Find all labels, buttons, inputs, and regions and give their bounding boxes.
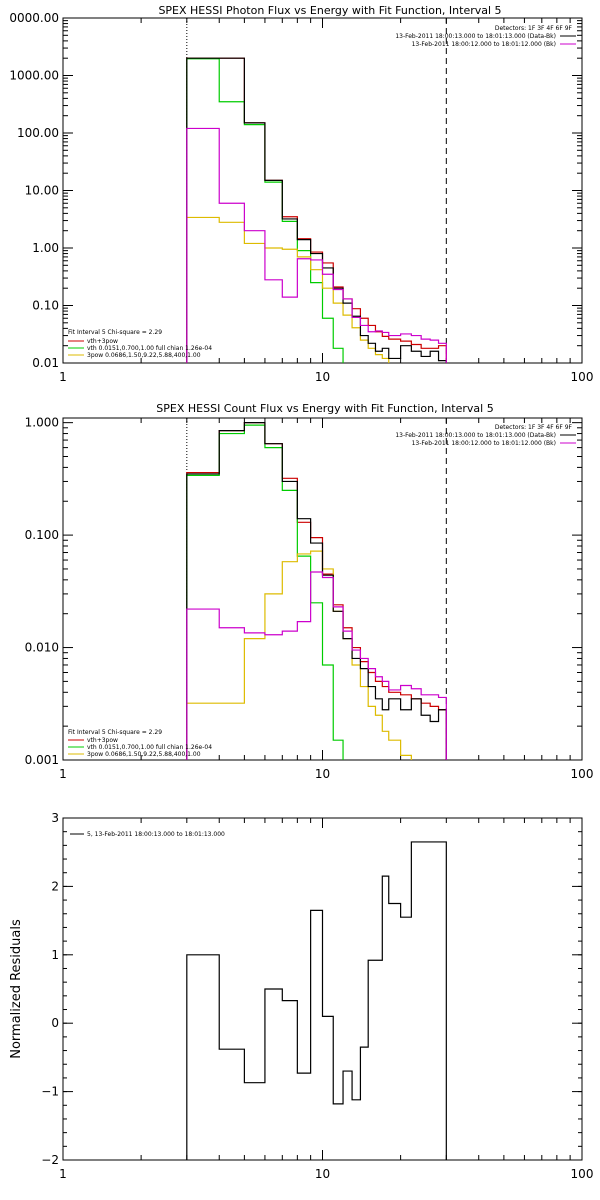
count-legend-3pow-label: 3pow 0.0686,1.50,9.22,5.88,400,1.00 bbox=[87, 751, 201, 758]
residuals-panel: 1 10 100 −2 −1 0 1 2 3 Normalized Residuals 5, … bbox=[9, 811, 593, 1181]
count-legend-bk-label: 13-Feb-2011 18:00:12.000 to 18:01:12.000… bbox=[412, 440, 556, 447]
photon-legend-top-right: Detectors: 1F 3F 4F 6F 9F 13-Feb-2011 18… bbox=[395, 25, 576, 48]
photon-legend-data-label: 13-Feb-2011 18:00:13.000 to 18:01:13.000… bbox=[395, 33, 556, 40]
count-legend-bottom-left: Fit Interval 5 Chi-square = 2.29 vth+3po… bbox=[68, 729, 212, 758]
count-x-tick-label: 100 bbox=[571, 767, 594, 781]
residuals-y-tick-label: 0 bbox=[51, 1016, 59, 1030]
residuals-y-tick-label: −1 bbox=[41, 1085, 59, 1099]
residuals-legend-label: 5, 13-Feb-2011 18:00:13.000 to 18:01:13.… bbox=[87, 831, 225, 838]
residuals-y-tick-label: 2 bbox=[51, 879, 59, 893]
photon-flux-panel: SPEX HESSI Photon Flux vs Energy with Fi… bbox=[9, 4, 593, 384]
count-legend-detectors: Detectors: 1F 3F 4F 6F 9F bbox=[495, 424, 573, 431]
count-series-3pow-0-0686-1-50-9-22-5-88-400-1-00 bbox=[186, 550, 412, 760]
residuals-y-axis: −2 −1 0 1 2 3 bbox=[41, 811, 582, 1167]
photon-y-tick-label: 100.00 bbox=[17, 126, 59, 140]
photon-legend-bottom-left: Fit Interval 5 Chi-square = 2.29 vth+3po… bbox=[68, 329, 212, 359]
photon-series-vth-0-0151-0-700-1-00-full-chian-1-26e-0 bbox=[186, 58, 344, 363]
photon-y-tick-label: 1000.00 bbox=[9, 69, 59, 83]
residuals-x-tick-label: 1 bbox=[59, 1167, 67, 1181]
count-series-13-feb-2011-18-00-13-000-to-18-01-13-000 bbox=[186, 422, 447, 760]
count-legend-data-label: 13-Feb-2011 18:00:13.000 to 18:01:13.000… bbox=[395, 432, 556, 439]
photon-y-tick-label: 0.01 bbox=[32, 356, 59, 370]
count-series-vth-0-0151-0-700-1-00-full-chian-1-26e-0 bbox=[186, 424, 344, 760]
count-flux-panel: SPEX HESSI Count Flux vs Energy with Fit… bbox=[25, 402, 594, 781]
count-y-tick-label: 0.100 bbox=[25, 528, 59, 542]
photon-series-group bbox=[186, 57, 447, 363]
photon-energy-range-markers bbox=[186, 18, 447, 363]
photon-y-tick-label: 10.00 bbox=[25, 184, 59, 198]
count-legend-fit-label: vth+3pow bbox=[87, 737, 118, 744]
photon-legend-detectors: Detectors: 1F 3F 4F 6F 9F bbox=[495, 25, 573, 32]
photon-chart-title: SPEX HESSI Photon Flux vs Energy with Fi… bbox=[158, 4, 501, 17]
count-y-axis: 0.001 0.010 0.100 1.000 bbox=[25, 416, 582, 767]
count-legend-fit-header: Fit Interval 5 Chi-square = 2.29 bbox=[68, 729, 162, 736]
residuals-series-5-13-feb-2011-18-00-13-000-to-18-01-13-0 bbox=[186, 841, 447, 1160]
photon-legend-3pow-label: 3pow 0.0686,1.50,9.22,5.88,400,1.00 bbox=[87, 352, 201, 359]
residuals-y-tick-label: −2 bbox=[41, 1153, 59, 1167]
residuals-y-tick-label: 3 bbox=[51, 811, 59, 825]
photon-x-tick-label: 10 bbox=[315, 370, 330, 384]
residuals-x-tick-label: 100 bbox=[571, 1167, 594, 1181]
photon-y-tick-label: 0000.00 bbox=[9, 11, 59, 25]
photon-legend-bk-label: 13-Feb-2011 18:00:12.000 to 18:01:12.000… bbox=[412, 41, 556, 48]
count-y-tick-label: 0.001 bbox=[25, 753, 59, 767]
count-plot-frame bbox=[62, 417, 583, 761]
photon-x-axis: 1 10 100 bbox=[59, 18, 593, 384]
count-chart-title: SPEX HESSI Count Flux vs Energy with Fit… bbox=[156, 402, 493, 415]
photon-y-axis: 0.01 0.10 1.00 10.00 100.00 1000.00 0000.00 bbox=[9, 11, 582, 370]
residuals-x-axis: 1 10 100 bbox=[59, 818, 593, 1181]
residuals-y-tick-label: 1 bbox=[51, 948, 59, 962]
residuals-series-group bbox=[186, 841, 447, 1160]
count-energy-range-markers bbox=[186, 418, 447, 760]
count-x-tick-label: 10 bbox=[315, 767, 330, 781]
photon-x-tick-label: 100 bbox=[571, 370, 594, 384]
count-series-vth-3pow bbox=[186, 422, 447, 760]
residuals-y-axis-label: Normalized Residuals bbox=[9, 919, 24, 1059]
count-legend-vth-label: vth 0.0151,0.700,1.00 full chian 1.26e-0… bbox=[87, 744, 212, 751]
count-x-tick-label: 1 bbox=[59, 767, 67, 781]
photon-y-tick-label: 1.00 bbox=[32, 241, 59, 255]
photon-series-13-feb-2011-18-00-13-000-to-18-01-13-000 bbox=[186, 57, 447, 363]
count-x-axis: 1 10 100 bbox=[59, 418, 593, 781]
count-y-tick-label: 0.010 bbox=[25, 641, 59, 655]
count-series-group bbox=[186, 422, 447, 760]
photon-x-tick-label: 1 bbox=[59, 370, 67, 384]
photon-legend-vth-label: vth 0.0151,0.700,1.00 full chian 1.26e-0… bbox=[87, 345, 212, 352]
residuals-legend: 5, 13-Feb-2011 18:00:13.000 to 18:01:13.… bbox=[70, 831, 225, 838]
photon-legend-fit-label: vth+3pow bbox=[87, 338, 118, 345]
photon-series-13-feb-2011-18-00-12-000-to-18-01-12-000 bbox=[186, 127, 447, 363]
count-legend-top-right: Detectors: 1F 3F 4F 6F 9F 13-Feb-2011 18… bbox=[395, 424, 576, 447]
photon-series-3pow-0-0686-1-50-9-22-5-88-400-1-00 bbox=[186, 216, 390, 363]
count-series-13-feb-2011-18-00-12-000-to-18-01-12-000 bbox=[186, 571, 447, 760]
residuals-x-tick-label: 10 bbox=[315, 1167, 330, 1181]
photon-y-tick-label: 0.10 bbox=[32, 299, 59, 313]
photon-series-vth-3pow bbox=[186, 57, 447, 363]
count-y-tick-label: 1.000 bbox=[25, 416, 59, 430]
photon-legend-fit-header: Fit Interval 5 Chi-square = 2.29 bbox=[68, 329, 162, 336]
